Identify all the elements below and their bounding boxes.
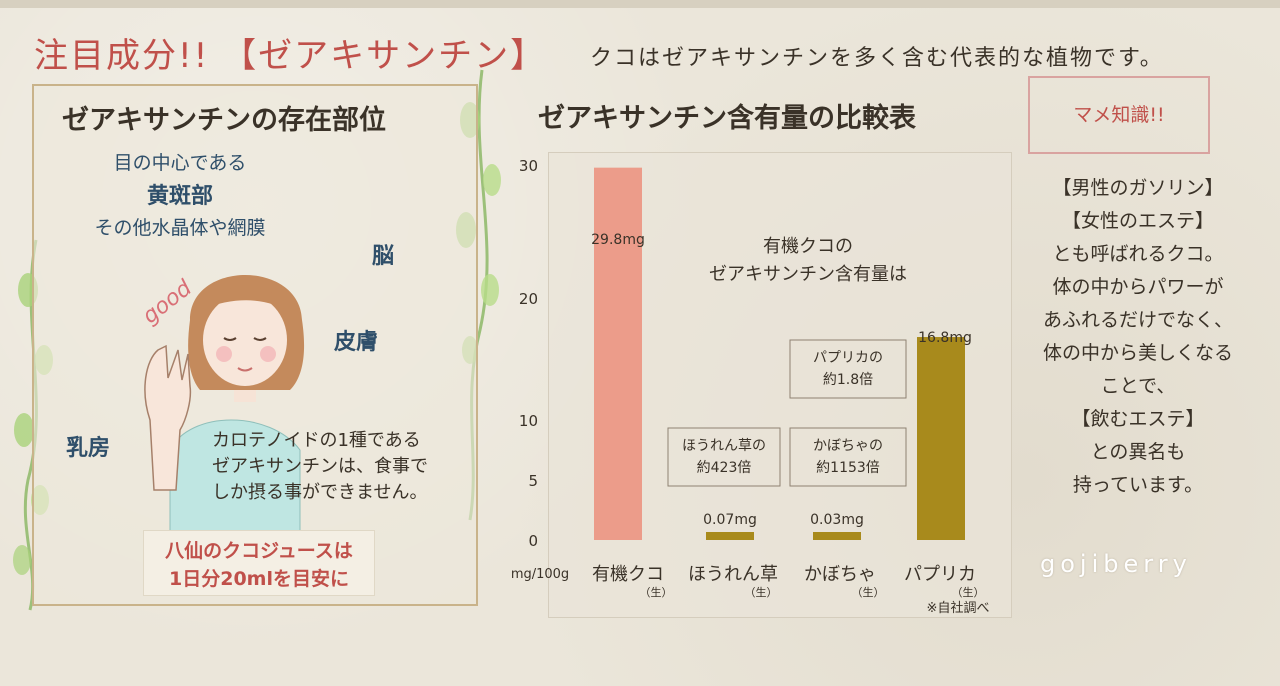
eye-line-2: 黄斑部 [146, 184, 213, 209]
trivia-line-5: あふれるだけでなく、 [1042, 309, 1233, 331]
callout-line-1: 八仙のクコジュースは [165, 540, 353, 562]
footnote: ※自社調べ [927, 600, 990, 616]
bar-4 [917, 337, 965, 540]
trivia-line-1: 【男性のガソリン】 [1052, 177, 1224, 199]
label-skin: 皮膚 [334, 330, 379, 355]
comparison-text: ほうれん草の [682, 438, 766, 454]
carotenoid-note: カロテノイドの1種である ゼアキサンチンは、食事で しか摂る事ができません。 [212, 428, 462, 506]
trivia-line-4: 体の中からパワーが [1052, 276, 1224, 298]
category-label: パプリカ [904, 564, 976, 585]
trivia-box: マメ知識!! [1028, 76, 1210, 154]
woman-illustration [144, 275, 305, 541]
note-line-3: しか摂る事ができません。 [212, 482, 428, 503]
value-label: 29.8mg [591, 232, 645, 248]
headline: 注目成分!! 【ゼアキサンチン】 [34, 36, 547, 76]
chart-title: ゼアキサンチン含有量の比較表 [538, 103, 916, 134]
subheadline: クコはゼアキサンチンを多く含む代表的な植物です。 [590, 46, 1164, 71]
y-tick-label: 5 [528, 472, 538, 490]
label-breast: 乳房 [66, 436, 111, 461]
note-line-2: ゼアキサンチンは、食事で [212, 456, 428, 477]
comparison-text: 約1153倍 [816, 460, 880, 476]
eye-line-1: 目の中心である [113, 152, 247, 174]
trivia-line-10: 持っています。 [1072, 474, 1204, 496]
bar-2 [706, 532, 754, 540]
callout-line-2: 1日分20mlを目安に [169, 568, 349, 590]
category-label: 有機クコ [592, 564, 664, 585]
location-title: ゼアキサンチンの存在部位 [62, 105, 386, 136]
y-tick-label: 30 [519, 157, 538, 175]
value-label: 16.8mg [918, 330, 972, 346]
note-line-1: カロテノイドの1種である [212, 430, 421, 451]
annotation-line: 有機クコの [763, 236, 853, 257]
eye-line-3: その他水晶体や網膜 [94, 217, 266, 239]
top-border [0, 0, 1280, 8]
y-tick-label: 0 [528, 532, 538, 550]
value-label: 0.03mg [810, 512, 864, 528]
trivia-line-9: との異名も [1090, 441, 1186, 463]
dosage-callout: 八仙のクコジュースは 1日分20mlを目安に [143, 530, 375, 596]
bar-1 [594, 167, 642, 540]
comparison-box [667, 427, 781, 487]
comparison-box [789, 339, 907, 399]
trivia-line-6: 体の中から美しくなる [1042, 342, 1233, 364]
trivia-text: 【男性のガソリン】 【女性のエステ】 とも呼ばれるクコ。 体の中からパワーが あ… [1018, 172, 1258, 502]
unit-label: mg/100g [511, 567, 569, 582]
category-suffix: （生） [952, 585, 985, 599]
eye-location-text: 目の中心である 黄斑部 その他水晶体や網膜 [60, 148, 300, 240]
trivia-line-2: 【女性のエステ】 [1061, 210, 1214, 232]
category-suffix: （生） [640, 585, 673, 599]
category-label: かぼちゃ [804, 564, 876, 585]
bar-3 [813, 532, 861, 540]
y-tick-label: 20 [519, 290, 538, 308]
comparison-box [789, 427, 907, 487]
annotation-line: ゼアキサンチン含有量は [709, 264, 907, 285]
trivia-line-7: ことで、 [1100, 375, 1176, 397]
comparison-text: 約423倍 [697, 460, 752, 476]
trivia-line-3: とも呼ばれるクコ。 [1052, 243, 1224, 265]
trivia-line-8: 【飲むエステ】 [1071, 408, 1205, 430]
comparison-text: 約1.8倍 [823, 372, 873, 388]
category-label: ほうれん草 [688, 564, 778, 585]
category-suffix: （生） [745, 585, 778, 599]
comparison-text: パプリカの [813, 350, 883, 366]
brand-watermark: gojiberry [1040, 550, 1192, 578]
category-suffix: （生） [852, 585, 885, 599]
value-label: 0.07mg [703, 512, 757, 528]
label-brain: 脳 [372, 244, 395, 269]
comparison-text: かぼちゃの [813, 438, 883, 454]
y-tick-label: 10 [519, 412, 538, 430]
